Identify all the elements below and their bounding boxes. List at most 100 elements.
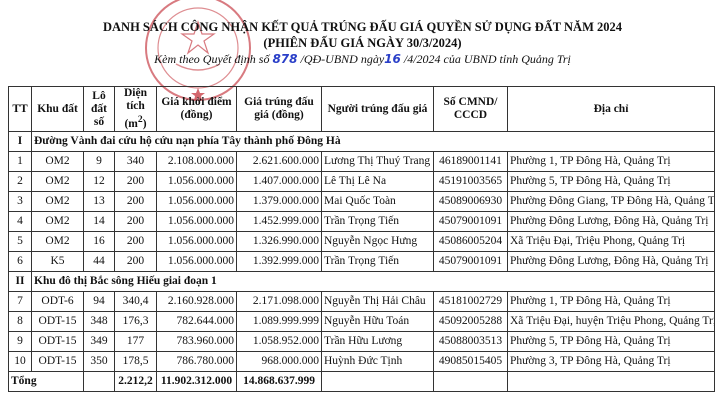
cell-dien-tich: 178,5 bbox=[114, 351, 157, 372]
cell-dien-tich: 340 bbox=[114, 151, 157, 172]
cell-gia-trung: 1.089.999.999 bbox=[236, 311, 322, 332]
document-title: DANH SÁCH CÔNG NHẬN KẾT QUẢ TRÚNG ĐẤU GI… bbox=[102, 20, 622, 34]
table-row: 1 OM2 9 340 2.108.000.000 2.621.600.000 Lương … bbox=[8, 151, 715, 172]
cell-gia-khoi-diem: 1.056.000.000 bbox=[156, 191, 237, 212]
cell-lo-dat: 44 bbox=[83, 251, 115, 272]
total-row: Tổng 2.212,2 11.902.312.000 14.868.637.999 bbox=[8, 371, 715, 392]
cell-dia-chi: Phường 1, TP Đông Hà, Quảng Trị bbox=[507, 291, 715, 312]
cell-tt: 4 bbox=[8, 211, 32, 232]
total-empty bbox=[507, 371, 715, 392]
table-row: 2 OM2 12 200 1.056.000.000 1.407.000.000 Lê Th… bbox=[8, 171, 715, 192]
cell-tt: 7 bbox=[8, 291, 32, 312]
cell-gia-khoi-diem: 783.960.000 bbox=[156, 331, 237, 352]
cell-dia-chi: Phường Đông Lương, Đông Hà, Quảng Trị bbox=[507, 251, 715, 272]
cell-lo-dat: 12 bbox=[83, 171, 115, 192]
total-empty bbox=[83, 371, 115, 392]
table-row: 5 OM2 16 200 1.056.000.000 1.326.990.000 Nguyễ… bbox=[8, 231, 715, 252]
cell-khu-dat: ODT-6 bbox=[31, 291, 84, 312]
cell-dien-tich: 177 bbox=[114, 331, 157, 352]
cell-so-cmnd: 45079001091 bbox=[433, 211, 508, 232]
cell-lo-dat: 349 bbox=[83, 331, 115, 352]
cell-nguoi-trung: Trần Trọng Tiến bbox=[321, 211, 434, 232]
cell-gia-khoi-diem: 1.056.000.000 bbox=[156, 211, 237, 232]
cell-gia-khoi-diem: 1.056.000.000 bbox=[156, 171, 237, 192]
cell-lo-dat: 14 bbox=[83, 211, 115, 232]
total-win-price: 14.868.637.999 bbox=[236, 371, 322, 392]
cell-khu-dat: OM2 bbox=[31, 211, 84, 232]
table-row: 4 OM2 14 200 1.056.000.000 1.452.999.000 Trần … bbox=[8, 211, 715, 232]
table-row: 3 OM2 13 200 1.056.000.000 1.379.000.000 Mai Q… bbox=[8, 191, 715, 212]
table-row: 10 ODT-15 350 178,5 786.780.000 968.000.000 Hu… bbox=[8, 351, 715, 372]
cell-gia-trung: 1.452.999.000 bbox=[236, 211, 322, 232]
header-so-cmnd: Số CMND/ CCCD bbox=[433, 86, 508, 132]
cell-so-cmnd: 46189001141 bbox=[433, 151, 508, 172]
cell-gia-khoi-diem: 2.108.000.000 bbox=[156, 151, 237, 172]
header-tt: TT bbox=[8, 86, 32, 132]
cell-dien-tich: 176,3 bbox=[114, 311, 157, 332]
cell-gia-khoi-diem: 782.644.000 bbox=[156, 311, 237, 332]
document-subtitle: (PHIÊN ĐẤU GIÁ NGÀY 30/3/2024) bbox=[263, 36, 462, 50]
decision-mid: /QĐ-UBND ngày bbox=[297, 52, 385, 66]
cell-lo-dat: 348 bbox=[83, 311, 115, 332]
header-dien-tich: Diện tích (m2) bbox=[114, 86, 157, 132]
cell-khu-dat: ODT-15 bbox=[31, 331, 84, 352]
cell-gia-khoi-diem: 1.056.000.000 bbox=[156, 251, 237, 272]
table-row: 8 ODT-15 348 176,3 782.644.000 1.089.999.999 N… bbox=[8, 311, 715, 332]
header-dia-chi: Địa chỉ bbox=[507, 86, 715, 132]
cell-dien-tich: 200 bbox=[114, 191, 157, 212]
cell-dia-chi: Phường 3, TP Đông Hà, Quảng Trị bbox=[507, 351, 715, 372]
cell-tt: 10 bbox=[8, 351, 32, 372]
section-name: Đường Vành đai cứu hộ cứu nạn phía Tây t… bbox=[31, 131, 715, 152]
table-row: 6 K5 44 200 1.056.000.000 1.392.999.000 Trần T… bbox=[8, 251, 715, 272]
cell-nguoi-trung: Lương Thị Thuý Trang bbox=[321, 151, 434, 172]
cell-nguoi-trung: Lê Thị Lê Na bbox=[321, 171, 434, 192]
cell-dien-tich: 340,4 bbox=[114, 291, 157, 312]
cell-dien-tich: 200 bbox=[114, 211, 157, 232]
cell-nguoi-trung: Huỳnh Đức Tịnh bbox=[321, 351, 434, 372]
cell-khu-dat: ODT-15 bbox=[31, 351, 84, 372]
decision-suffix: /4/2024 của UBND tỉnh Quảng Trị bbox=[400, 52, 571, 66]
cell-gia-trung: 2.621.600.000 bbox=[236, 151, 322, 172]
cell-gia-trung: 1.379.000.000 bbox=[236, 191, 322, 212]
cell-tt: 5 bbox=[8, 231, 32, 252]
cell-dien-tich: 200 bbox=[114, 251, 157, 272]
cell-so-cmnd: 45088003513 bbox=[433, 331, 508, 352]
cell-dia-chi: Phường Đông Lương, Đông Hà, Quảng Trị bbox=[507, 211, 715, 232]
cell-gia-trung: 1.407.000.000 bbox=[236, 171, 322, 192]
cell-tt: 2 bbox=[8, 171, 32, 192]
total-empty bbox=[321, 371, 434, 392]
cell-nguoi-trung: Mai Quốc Toàn bbox=[321, 191, 434, 212]
header-nguoi-trung: Người trúng đấu giá bbox=[321, 86, 434, 132]
cell-lo-dat: 13 bbox=[83, 191, 115, 212]
total-label: Tổng bbox=[8, 371, 84, 392]
decision-day: 16 bbox=[384, 52, 401, 66]
cell-gia-khoi-diem: 1.056.000.000 bbox=[156, 231, 237, 252]
cell-gia-trung: 1.326.990.000 bbox=[236, 231, 322, 252]
cell-khu-dat: OM2 bbox=[31, 231, 84, 252]
cell-dien-tich: 200 bbox=[114, 171, 157, 192]
header-lo-dat: Lô đất số bbox=[83, 86, 115, 132]
cell-dia-chi: Xã Triệu Đại, huyện Triệu Phong, Quảng T… bbox=[507, 311, 715, 332]
cell-nguoi-trung: Nguyễn Hữu Toán bbox=[321, 311, 434, 332]
table-row: 9 ODT-15 349 177 783.960.000 1.058.952.000 Trầ… bbox=[8, 331, 715, 352]
cell-dia-chi: Phường Đông Giang, TP Đông Hà, Quảng Trị bbox=[507, 191, 715, 212]
cell-tt: 8 bbox=[8, 311, 32, 332]
cell-khu-dat: K5 bbox=[31, 251, 84, 272]
cell-tt: 9 bbox=[8, 331, 32, 352]
cell-dia-chi: Phường 5, TP Đông Hà, Quảng Trị bbox=[507, 171, 715, 192]
cell-nguoi-trung: Trần Trọng Tiến bbox=[321, 251, 434, 272]
cell-so-cmnd: 45191003565 bbox=[433, 171, 508, 192]
cell-gia-trung: 968.000.000 bbox=[236, 351, 322, 372]
cell-lo-dat: 16 bbox=[83, 231, 115, 252]
section-number: II bbox=[8, 271, 32, 292]
cell-nguoi-trung: Trần Hữu Lương bbox=[321, 331, 434, 352]
cell-gia-trung: 1.058.952.000 bbox=[236, 331, 322, 352]
cell-dien-tich: 200 bbox=[114, 231, 157, 252]
cell-lo-dat: 9 bbox=[83, 151, 115, 172]
cell-gia-trung: 2.171.098.000 bbox=[236, 291, 322, 312]
cell-so-cmnd: 49085015405 bbox=[433, 351, 508, 372]
cell-khu-dat: OM2 bbox=[31, 151, 84, 172]
cell-so-cmnd: 45079001091 bbox=[433, 251, 508, 272]
cell-dia-chi: Phường 5, TP Đông Hà, Quảng Trị bbox=[507, 331, 715, 352]
cell-so-cmnd: 45092005288 bbox=[433, 311, 508, 332]
